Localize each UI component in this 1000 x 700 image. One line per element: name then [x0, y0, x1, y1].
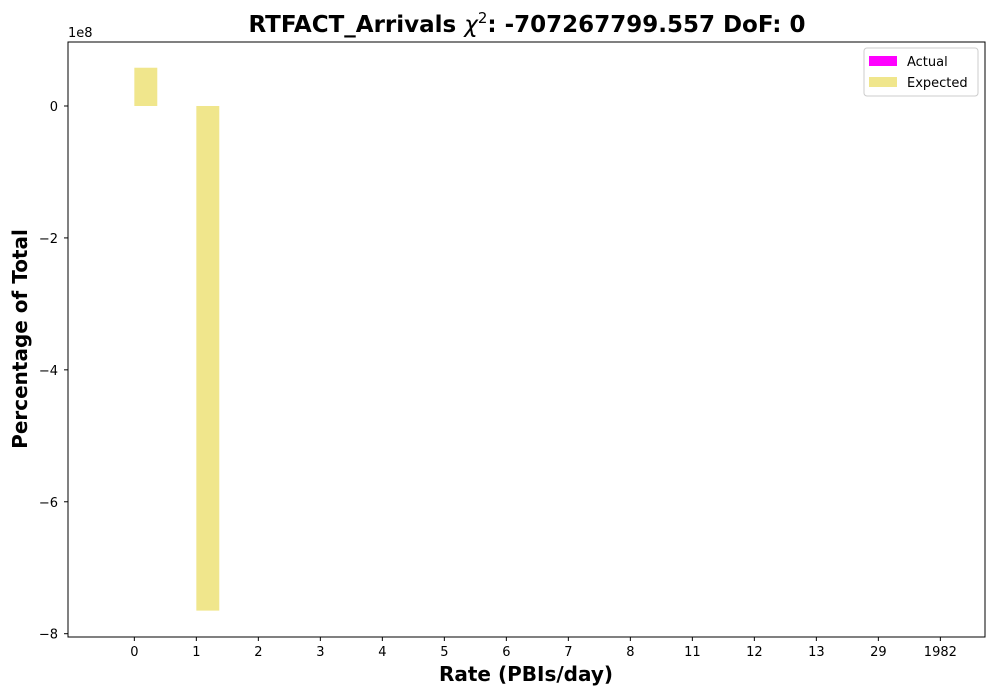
y-tick-label-3: −6 — [39, 496, 58, 511]
y-tick-label-4: −8 — [39, 628, 58, 643]
x-tick-label-8: 8 — [626, 645, 634, 660]
y-tick-label-2: −4 — [39, 364, 58, 379]
x-tick-label-3: 3 — [316, 645, 324, 660]
x-tick-label-13: 1982 — [924, 645, 957, 660]
legend: Actual Expected — [863, 47, 979, 97]
y-tick-label-1: −2 — [39, 232, 58, 247]
x-tick-label-12: 29 — [870, 645, 887, 660]
chart-title: RTFACT_Arrivals χ2: -707267799.557 DoF: … — [248, 9, 805, 38]
chart-title-main: RTFACT_Arrivals — [248, 12, 464, 38]
y-offset-label: 1e8 — [68, 26, 93, 41]
legend-label-expected: Expected — [907, 76, 968, 91]
bar-expected-1 — [196, 105, 220, 611]
x-tick-label-2: 2 — [254, 645, 262, 660]
x-tick-label-7: 7 — [564, 645, 572, 660]
x-tick-label-0: 0 — [130, 645, 138, 660]
chart-title-rest: : -707267799.557 DoF: 0 — [487, 12, 805, 38]
x-axis-label: Rate (PBIs/day) — [439, 662, 613, 686]
bar-expected-0 — [134, 67, 158, 106]
legend-swatch-expected — [869, 77, 897, 87]
y-axis-label: Percentage of Total — [8, 229, 32, 449]
chart-title-chi: χ — [462, 12, 479, 38]
legend-label-actual: Actual — [907, 55, 948, 70]
axes-frame — [67, 41, 986, 638]
x-tick-label-4: 4 — [378, 645, 386, 660]
y-tick-label-0: 0 — [50, 100, 58, 115]
legend-swatch-actual — [869, 56, 897, 66]
x-tick-label-5: 5 — [440, 645, 448, 660]
x-tick-label-11: 13 — [808, 645, 825, 660]
x-tick-label-10: 12 — [746, 645, 763, 660]
x-tick-label-6: 6 — [502, 645, 510, 660]
x-tick-label-1: 1 — [192, 645, 200, 660]
x-tick-label-9: 11 — [684, 645, 701, 660]
chart-title-sup: 2 — [478, 9, 488, 27]
